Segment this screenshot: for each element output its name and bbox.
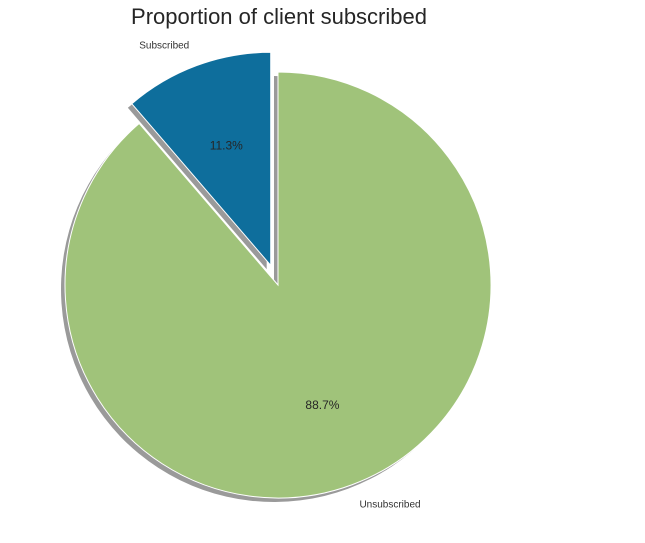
pie-slices [64, 51, 492, 499]
pct-label-unsubscribed: 88.7% [305, 398, 339, 412]
pie-slice-unsubscribed [64, 71, 492, 499]
category-label-unsubscribed: Unsubscribed [359, 500, 420, 511]
category-label-subscribed: Subscribed [139, 41, 189, 52]
pie-slice-subscribed [131, 51, 272, 267]
chart-title: Proportion of client subscribed [131, 4, 427, 29]
pct-label-subscribed: 11.3% [210, 138, 243, 152]
pie-labels: 11.3% Subscribed 88.7% Unsubscribed [139, 41, 420, 511]
